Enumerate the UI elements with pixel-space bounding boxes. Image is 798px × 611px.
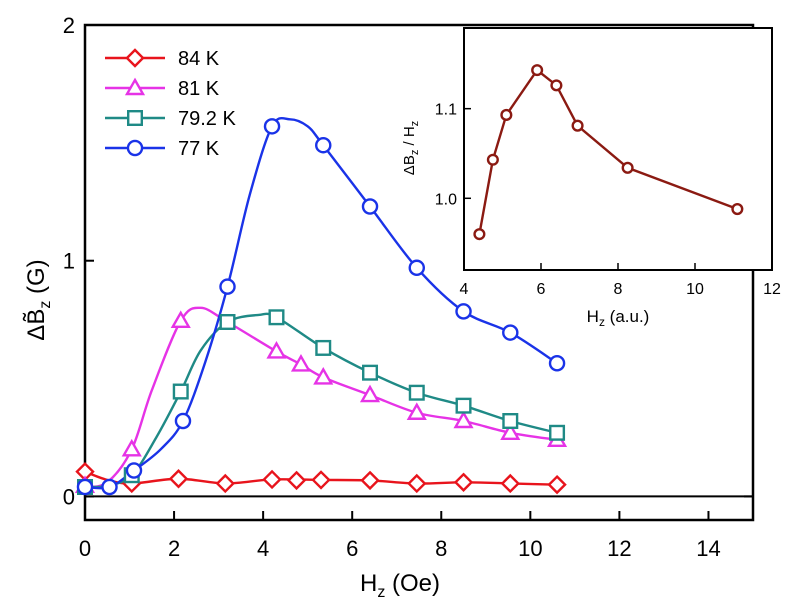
legend-label-79-2-k: 79.2 K xyxy=(178,108,236,130)
data-point-77-k xyxy=(408,259,426,277)
data-point-81-k xyxy=(406,402,427,420)
data-point-81-k xyxy=(500,422,521,440)
inset-x-tick-label: 8 xyxy=(614,281,623,298)
inset-data-point xyxy=(571,119,584,132)
data-point-79-2-k xyxy=(172,383,189,400)
data-point-79-2-k xyxy=(268,309,285,326)
main-x-tick-label: 12 xyxy=(607,536,631,561)
legend-label-84-k: 84 K xyxy=(178,48,220,70)
main-x-tick-label: 14 xyxy=(696,536,720,561)
data-point-79-2-k xyxy=(362,364,379,381)
inset-x-tick-label: 4 xyxy=(460,281,469,298)
data-point-81-k xyxy=(313,366,334,385)
data-point-81-k xyxy=(290,354,312,372)
main-y-tick-label: 2 xyxy=(63,13,75,38)
main-y-tick-label: 0 xyxy=(63,484,75,509)
inset-x-tick-label: 12 xyxy=(763,281,781,298)
data-point-77-k xyxy=(315,136,332,154)
inset-y-tick-label: 1.1 xyxy=(435,102,457,119)
main-x-tick-label: 8 xyxy=(435,536,447,561)
data-point-84-k xyxy=(168,469,189,489)
data-point-77-k xyxy=(76,478,94,496)
main-x-tick-label: 4 xyxy=(257,536,269,561)
main-x-tick-label: 10 xyxy=(518,536,542,561)
data-point-84-k xyxy=(407,473,427,494)
data-point-77-k xyxy=(101,478,118,496)
main-series xyxy=(74,116,568,496)
legend: 84 K 81 K 79.2 K 77 K xyxy=(105,48,236,160)
inset-x-axis: 4 6 8 10 12 xyxy=(460,263,781,298)
legend-label-77-k: 77 K xyxy=(178,138,220,160)
main-y-axis-title: ΔB̃z (G) xyxy=(23,259,54,340)
inset-chart: 1.0 1.1 4 6 8 10 12 Hz (a.u.) ΔBz / Hz xyxy=(401,27,781,329)
inset-y-tick-label: 1.0 xyxy=(435,191,457,208)
data-point-79-2-k xyxy=(549,424,566,441)
data-point-81-k xyxy=(359,384,381,403)
data-point-81-k xyxy=(453,410,474,429)
inset-series xyxy=(473,64,744,241)
inset-data-point xyxy=(621,161,634,174)
series-line-81-k xyxy=(84,306,558,489)
data-point-84-k xyxy=(262,469,282,490)
inset-x-axis-title: Hz (a.u.) xyxy=(587,307,650,329)
inset-x-tick-label: 6 xyxy=(537,281,546,298)
data-point-77-k xyxy=(125,462,143,479)
legend-marker-77-k xyxy=(126,139,144,157)
main-plot-frame xyxy=(83,23,755,522)
data-point-77-k xyxy=(548,355,566,372)
main-chart: 012 0 2 4 6 8 10 12 14 84 K81 K79.2 K77 K Hz (O… xyxy=(23,13,755,601)
inset-data-point xyxy=(531,64,544,77)
main-x-axis-title: Hz (Oe) xyxy=(360,570,440,601)
data-point-84-k xyxy=(360,470,380,491)
data-point-77-k xyxy=(263,118,281,135)
inset-plot-frame xyxy=(463,27,773,271)
data-point-79-2-k xyxy=(502,413,519,430)
data-point-77-k xyxy=(455,303,472,320)
data-point-84-k xyxy=(311,470,331,490)
inset-data-point xyxy=(550,79,563,92)
legend-marker-79-2-k xyxy=(126,109,143,126)
data-point-79-2-k xyxy=(408,384,425,401)
inset-data-point xyxy=(486,153,499,166)
data-point-79-2-k xyxy=(219,314,236,331)
inset-series-line xyxy=(478,68,738,235)
data-point-79-2-k xyxy=(315,339,332,356)
data-point-84-k xyxy=(453,472,474,492)
data-point-77-k xyxy=(361,198,379,215)
inset-y-axis: 1.0 1.1 xyxy=(435,102,471,208)
data-point-81-k xyxy=(266,341,287,359)
main-y-tick-label: 1 xyxy=(63,249,75,274)
inset-data-point xyxy=(500,108,513,121)
data-point-81-k xyxy=(121,438,142,457)
legend-label-81-k: 81 K xyxy=(178,78,220,100)
inset-data-point xyxy=(473,228,486,241)
inset-y-axis-title: ΔBz / Hz xyxy=(401,121,421,175)
main-x-tick-label: 2 xyxy=(168,536,180,561)
data-point-77-k xyxy=(219,278,236,295)
inset-x-tick-label: 10 xyxy=(686,281,704,298)
data-point-84-k xyxy=(500,473,520,494)
data-point-84-k xyxy=(286,470,307,491)
data-point-84-k xyxy=(547,474,567,495)
legend-marker-81-k xyxy=(124,77,146,96)
main-x-tick-label: 6 xyxy=(346,536,358,561)
data-point-79-2-k xyxy=(455,397,472,414)
inset-data-point xyxy=(731,203,744,216)
main-x-axis: 0 2 4 6 8 10 12 14 xyxy=(79,511,721,561)
data-point-77-k xyxy=(174,412,192,430)
data-point-81-k xyxy=(170,310,191,329)
data-point-84-k xyxy=(215,473,235,494)
main-x-tick-label: 0 xyxy=(79,536,91,561)
series-line-79-2-k xyxy=(84,312,558,489)
main-y-axis: 0 1 2 xyxy=(63,13,753,509)
legend-marker-84-k xyxy=(125,48,145,68)
data-point-77-k xyxy=(502,324,519,341)
